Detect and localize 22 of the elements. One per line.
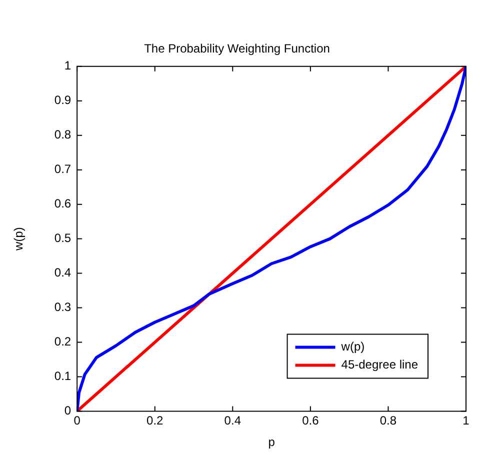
y-tick-label: 0.3	[54, 300, 72, 314]
x-tick-label: 0	[74, 414, 81, 428]
y-axis-title: w(p)	[12, 227, 26, 252]
x-tick-label: 0.8	[380, 414, 397, 428]
x-axis-title: p	[268, 435, 276, 450]
x-tick-label: 0.2	[146, 414, 164, 428]
y-tick-label: 0.1	[54, 369, 72, 384]
y-tick-label: 0.7	[54, 162, 72, 176]
y-tick-label: 0.5	[54, 231, 72, 246]
x-tick-label: 0.4	[224, 414, 242, 428]
y-tick-label: 0.8	[54, 128, 72, 142]
y-tick-label: 0.9	[54, 93, 72, 108]
y-tick-label: 1	[64, 58, 72, 73]
y-tick-label: 0	[64, 404, 72, 418]
chart-title: The Probability Weighting Function	[144, 42, 330, 56]
y-tick-label: 0.2	[54, 334, 72, 349]
y-tick-label: 0.4	[54, 266, 72, 280]
x-tick-label: 0.6	[302, 414, 320, 428]
legend-label: 45-degree line	[341, 358, 418, 372]
y-tick-label: 0.6	[54, 196, 72, 211]
x-tick-label: 1	[462, 414, 470, 428]
legend-label: w(p)	[340, 340, 365, 354]
